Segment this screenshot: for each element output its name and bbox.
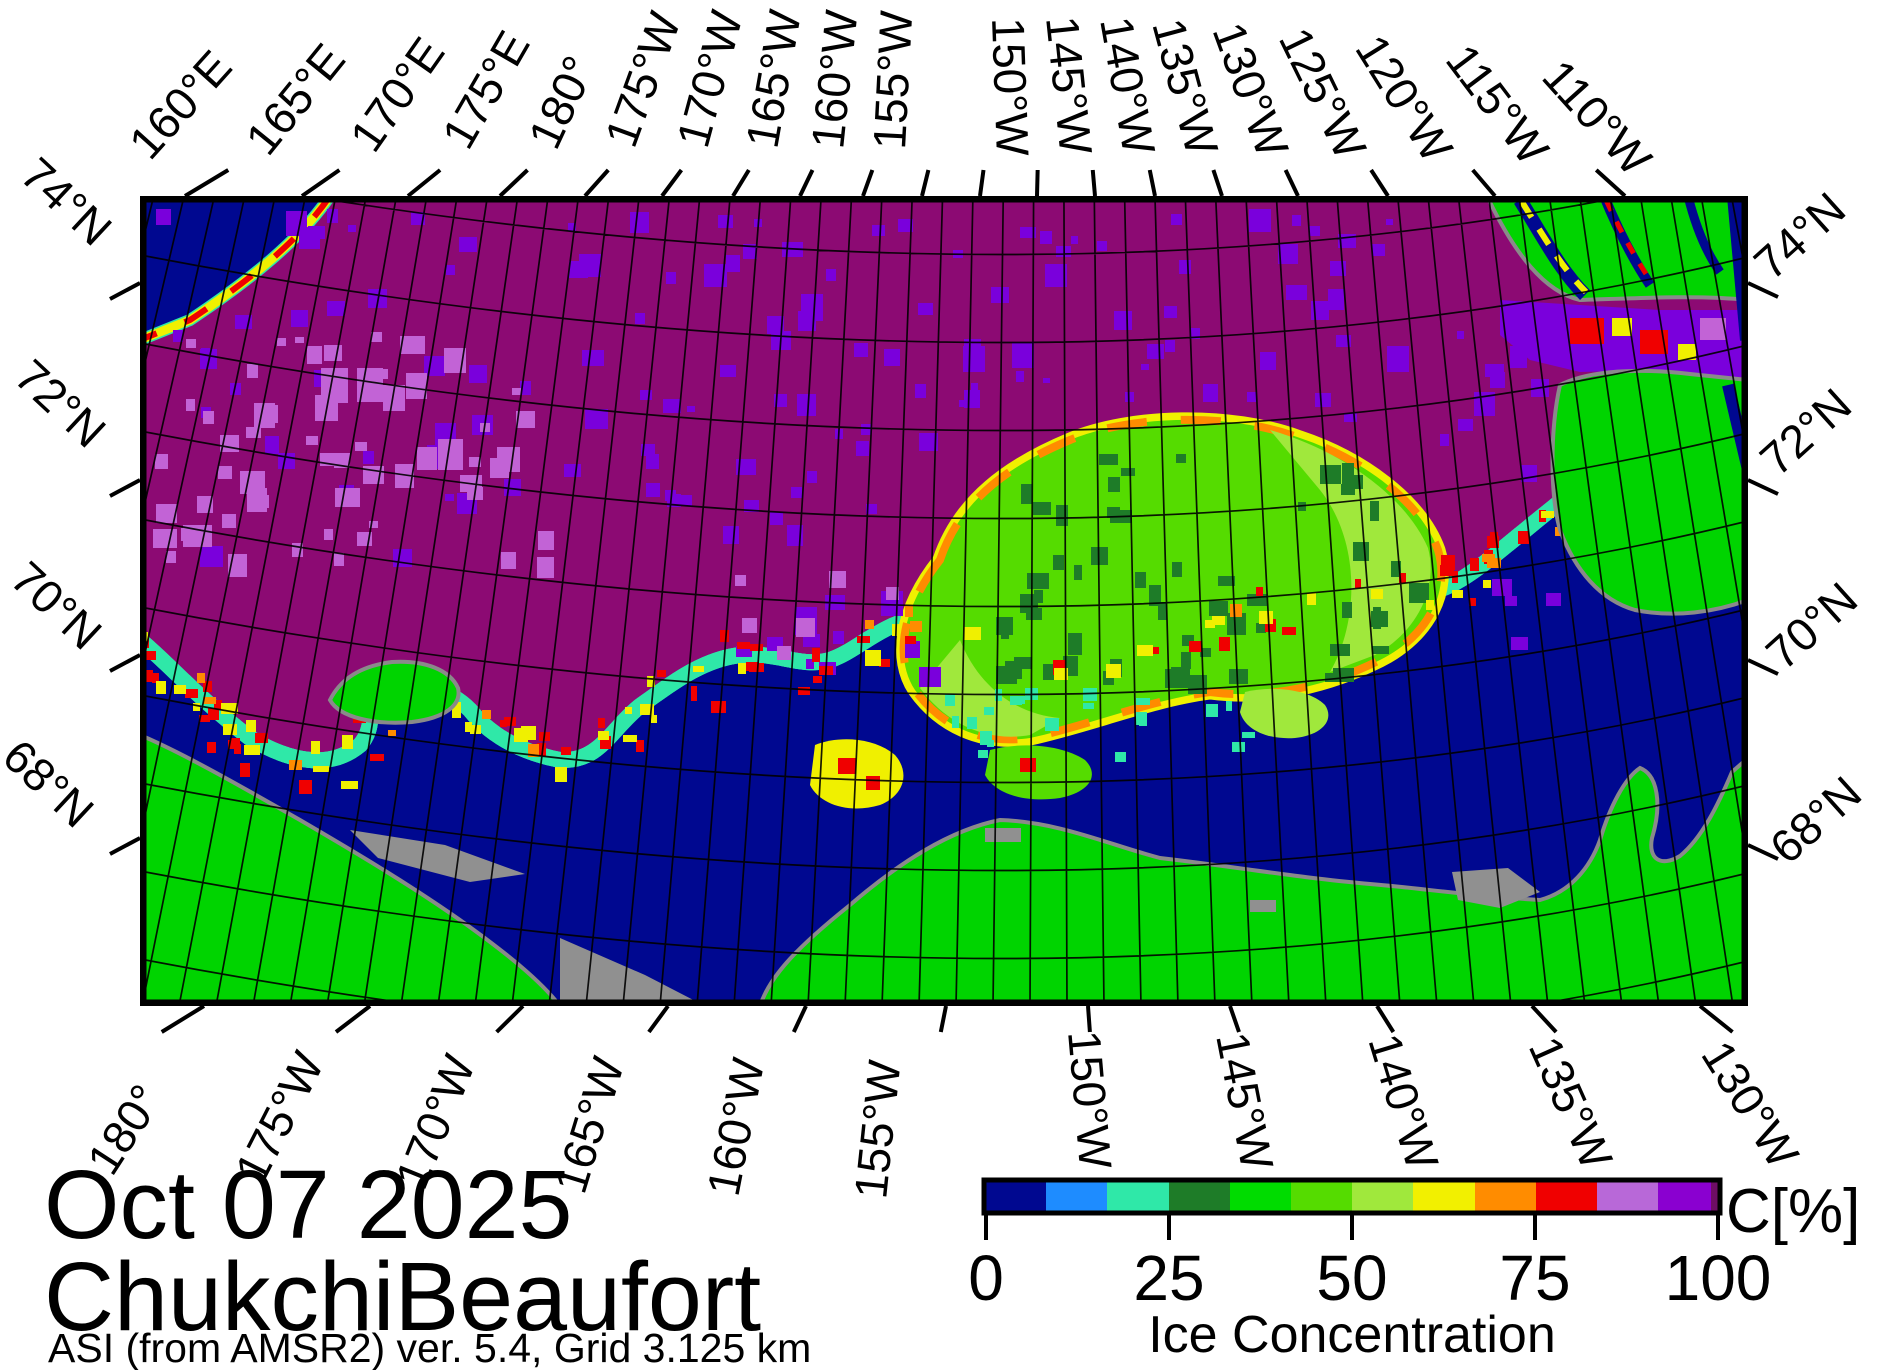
axis-label-left: 72°N bbox=[5, 349, 116, 457]
axis-label-bottom: 160°W bbox=[697, 1053, 775, 1200]
ice-edge-fringe-northwest bbox=[140, 196, 335, 346]
axis-label-top: 165°E bbox=[235, 34, 355, 165]
marginal-ice-zone bbox=[904, 420, 1442, 765]
axis-label-bottom: 150°W bbox=[1058, 1028, 1122, 1171]
colorbar-tick-label: 0 bbox=[968, 1242, 1004, 1314]
colorbar-segments bbox=[985, 1181, 1719, 1212]
axis-label-top: 115°W bbox=[1436, 35, 1559, 175]
colorbar-segment bbox=[985, 1181, 1047, 1212]
axis-label-top: 160°E bbox=[119, 40, 242, 168]
colorbar-unit-label: C[%] bbox=[1726, 1177, 1860, 1246]
colorbar-tick-label: 50 bbox=[1316, 1242, 1387, 1314]
axis-label-bottom: 145°W bbox=[1206, 1028, 1284, 1175]
colorbar-segment bbox=[1169, 1181, 1231, 1212]
colorbar-tick-labels: 0 25 50 75 100 bbox=[968, 1242, 1771, 1314]
colorbar-segment bbox=[1107, 1181, 1170, 1212]
wrangel-island bbox=[327, 659, 461, 725]
axis-label-left: 70°N bbox=[1, 551, 112, 659]
axis-label-bottom: 140°W bbox=[1358, 1028, 1448, 1176]
colorbar-frame bbox=[981, 1177, 1723, 1216]
colorbar: 0 25 50 75 100 C[%] Ice Concentration bbox=[968, 1177, 1860, 1364]
land-alaska-canada bbox=[757, 755, 1748, 1006]
axis-label-right: 70°N bbox=[1756, 572, 1867, 679]
title-block: Oct 07 2025 ChukchiBeaufort ASI (from AM… bbox=[44, 1150, 811, 1370]
axis-label-bottom: 135°W bbox=[1519, 1029, 1623, 1177]
colorbar-segment bbox=[1536, 1181, 1598, 1212]
colorbar-segment bbox=[1597, 1181, 1659, 1212]
axis-label-bottom: 155°W bbox=[844, 1057, 910, 1201]
colorbar-segment bbox=[1046, 1181, 1108, 1212]
colorbar-end-sliver bbox=[1711, 1181, 1719, 1212]
axis-label-right: 72°N bbox=[1750, 378, 1861, 485]
axis-label-top: 170°E bbox=[340, 28, 455, 161]
top-axis-labels: 160°E 165°E 170°E 175°E 180° 175°W 170°W… bbox=[119, 5, 1662, 186]
axis-label-top: 160°W bbox=[801, 7, 867, 151]
colorbar-segment bbox=[1352, 1181, 1414, 1212]
figure-source: ASI (from AMSR2) ver. 5.4, Grid 3.125 km bbox=[48, 1325, 811, 1370]
axis-label-top: 155°W bbox=[863, 9, 922, 151]
axis-ticks bbox=[109, 168, 1779, 1034]
colorbar-tick-label: 100 bbox=[1665, 1242, 1772, 1314]
figure-region: ChukchiBeaufort bbox=[44, 1242, 761, 1351]
axis-label-top: 180° bbox=[518, 48, 605, 156]
axis-label-top: 145°W bbox=[1036, 14, 1102, 158]
open-water-wedge bbox=[140, 196, 330, 340]
axis-label-right: 74°N bbox=[1744, 182, 1855, 289]
right-axis-labels: 74°N 72°N 70°N 68°N bbox=[1744, 182, 1871, 873]
left-axis-labels: 74°N 72°N 70°N 68°N bbox=[0, 147, 122, 837]
figure-date: Oct 07 2025 bbox=[44, 1150, 572, 1259]
colorbar-tick-label: 75 bbox=[1499, 1242, 1570, 1314]
graticule-grid bbox=[140, 196, 1748, 1006]
axis-label-left: 74°N bbox=[11, 147, 122, 255]
map-border bbox=[140, 196, 1748, 1006]
colorbar-segment bbox=[1658, 1181, 1719, 1212]
colorbar-segment bbox=[1475, 1181, 1537, 1212]
axis-label-bottom: 130°W bbox=[1692, 1032, 1810, 1178]
axis-label-top: 150°W bbox=[982, 17, 1039, 158]
ice-cluster-south bbox=[810, 688, 1329, 809]
map-panel bbox=[140, 196, 1748, 1006]
colorbar-axis-label: Ice Concentration bbox=[1148, 1306, 1556, 1364]
colorbar-tick-label: 25 bbox=[1133, 1242, 1204, 1314]
no-data-patches bbox=[350, 828, 1540, 1006]
colorbar-tick-marks bbox=[984, 1215, 1720, 1240]
pack-ice-mottling-purple bbox=[156, 209, 1597, 687]
colorbar-segment bbox=[1413, 1181, 1476, 1212]
axis-label-top: 110°W bbox=[1533, 50, 1662, 186]
colorbar-segment bbox=[1291, 1181, 1353, 1212]
axis-label-left: 68°N bbox=[0, 729, 104, 837]
colorbar-segment bbox=[1230, 1181, 1292, 1212]
